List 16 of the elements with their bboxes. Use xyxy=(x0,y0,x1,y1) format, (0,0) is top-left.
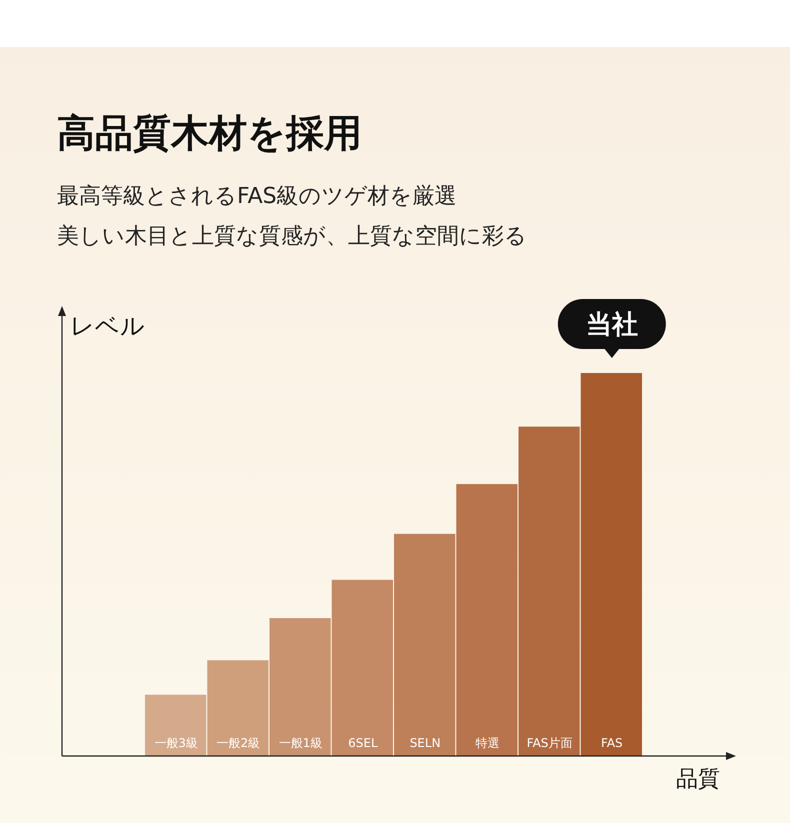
x-tick-label: 特選 xyxy=(475,736,500,750)
bar xyxy=(580,373,642,756)
chart-title: 高品質木材を採用 xyxy=(57,111,362,155)
x-tick-label: FAS片面 xyxy=(526,736,572,750)
x-tick-label: SELN xyxy=(410,736,441,750)
chart-subtitle: 最高等級とされるFAS級のツゲ材を厳選 xyxy=(57,184,457,209)
bar xyxy=(145,694,206,756)
x-axis-title: 品質 xyxy=(676,767,720,792)
x-tick-label: FAS xyxy=(601,736,623,750)
text: 美しい木目と上質な質感が、上質な空間に彩る xyxy=(57,224,527,249)
x-tick-label: 6SEL xyxy=(348,736,378,750)
y-axis-title: レベル xyxy=(70,312,145,340)
annotation: 当社 xyxy=(586,310,638,340)
x-tick-label: 一般3級 xyxy=(154,736,198,750)
x-tick-label: 一般1級 xyxy=(278,736,322,750)
x-tick-label: 一般2級 xyxy=(216,736,260,750)
